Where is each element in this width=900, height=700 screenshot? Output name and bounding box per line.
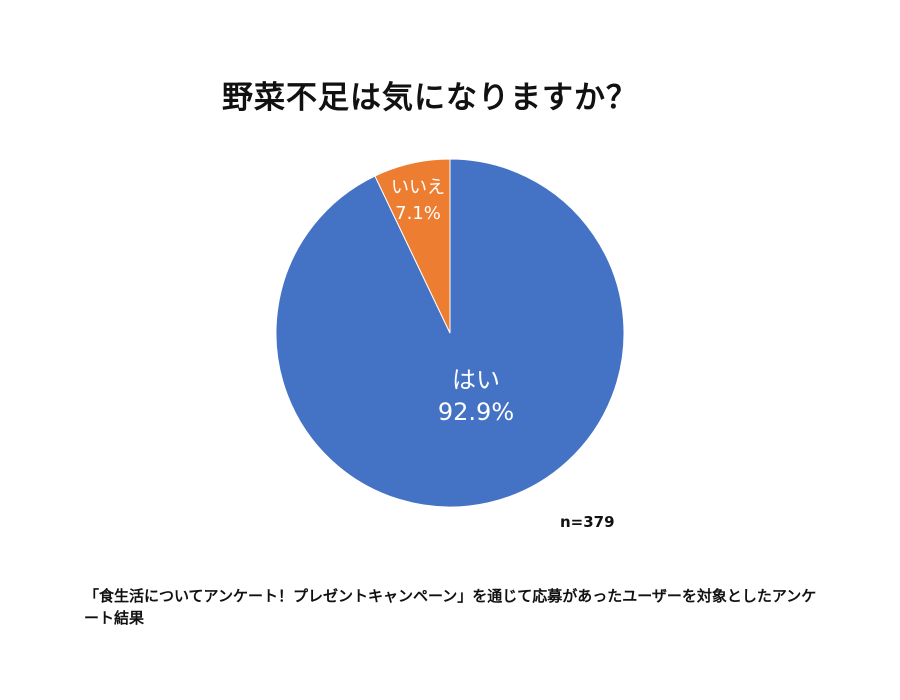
chart-title: 野菜不足は気になりますか？ (222, 80, 638, 116)
pie-slice-no (374, 158, 451, 334)
slice-label-no: いいえ 7.1% (378, 175, 458, 227)
slice-label-yes-value: 92.9% (437, 398, 515, 426)
footnote: 「食生活についてアンケート！プレゼントキャンペーン」を通じて応募があったユーザー… (84, 587, 817, 627)
slice-label-no-name: いいえ (391, 177, 445, 198)
sample-size: n=379 (560, 513, 615, 531)
slice-label-no-value: 7.1% (395, 203, 441, 224)
slice-label-yes-name: はい (452, 366, 500, 394)
slice-label-yes: はい 92.9% (416, 364, 536, 428)
